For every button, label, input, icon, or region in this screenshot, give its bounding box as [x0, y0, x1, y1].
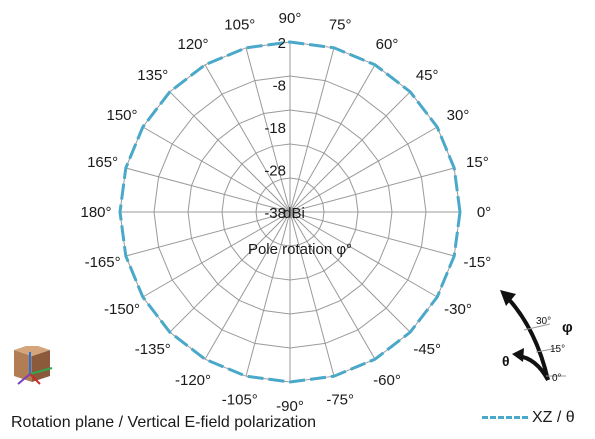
grid-spoke	[169, 91, 291, 213]
angle-tick-label: -30°	[444, 301, 472, 318]
chart-caption: Rotation plane / Vertical E-field polari…	[11, 414, 317, 431]
legend: XZ / θ	[482, 409, 575, 427]
angle-tick-label: 45°	[416, 67, 439, 84]
grid-spoke	[289, 211, 376, 360]
angle-tick-label: -105°	[222, 391, 258, 408]
rotation-angle-icon: φ θ 30° 15° 0°	[496, 288, 581, 393]
angle-tick-label: 120°	[177, 36, 208, 53]
angle-tick-label: -45°	[413, 341, 441, 358]
angle-tick-label: 60°	[376, 36, 399, 53]
angle-tick-label: 30°	[447, 107, 470, 124]
angle-tick-label: -60°	[373, 372, 401, 389]
legend-series-name: XZ / θ	[532, 409, 575, 426]
grid-spoke	[142, 126, 291, 213]
angle-tick-label: -15°	[464, 254, 492, 271]
axes-orientation-icon	[10, 344, 64, 393]
grid-spoke	[169, 211, 291, 333]
grid-spoke	[204, 211, 291, 360]
grid-spoke	[289, 126, 438, 213]
series-line	[118, 40, 462, 384]
angle-tick-label: 0°	[477, 204, 491, 221]
grid-spoke	[289, 211, 411, 333]
center-unit-label: dBi	[283, 205, 305, 222]
angle-tick-label: 180°	[80, 204, 111, 221]
angle-tick-label: 90°	[279, 10, 302, 27]
angle-tick-label: -120°	[175, 372, 211, 389]
angle-tick-label: 165°	[87, 154, 118, 171]
theta-symbol: θ	[502, 353, 510, 369]
radial-tick-label: -28	[264, 163, 286, 180]
rotation-15-label: 15°	[550, 344, 565, 355]
legend-swatch	[482, 416, 528, 420]
grid-spoke	[289, 91, 411, 213]
series-layer	[118, 40, 462, 384]
grid-spoke	[142, 211, 291, 298]
grid-spoke	[289, 211, 335, 377]
angle-tick-label: -135°	[135, 341, 171, 358]
angle-tick-label: -90°	[276, 398, 304, 415]
angle-tick-label: 105°	[224, 17, 255, 34]
angle-tick-label: -75°	[326, 391, 354, 408]
grid-spoke	[289, 211, 455, 257]
angle-tick-label: 75°	[329, 17, 352, 34]
angle-tick-label: 150°	[106, 107, 137, 124]
phi-symbol: φ	[562, 319, 573, 336]
angle-tick-label: -150°	[104, 301, 140, 318]
grid-spoke	[204, 64, 291, 213]
axis-label: Pole rotation φ°	[248, 241, 352, 258]
angle-tick-label: -165°	[85, 254, 121, 271]
rotation-30-label: 30°	[536, 316, 551, 327]
chart-labels: 90° 75° 60° 45° 30° 15° 0° -15° -30° -45° -60° -75°…	[80, 10, 491, 415]
grid-spoke	[289, 211, 438, 298]
angle-tick-label: 15°	[466, 154, 489, 171]
grid-spoke	[245, 211, 291, 377]
grid-spoke	[125, 211, 291, 257]
grid-spoke	[245, 47, 291, 213]
radial-tick-label: -38	[264, 205, 286, 222]
grid-spoke	[125, 167, 291, 213]
rotation-0-label: 0°	[552, 373, 562, 384]
radial-tick-label: 2	[278, 35, 286, 52]
radial-tick-label: -18	[264, 120, 286, 137]
angle-tick-label: 135°	[137, 67, 168, 84]
grid-spoke	[289, 167, 455, 213]
radial-tick-label: -8	[273, 78, 286, 95]
grid-spoke	[289, 64, 376, 213]
grid-spoke	[289, 47, 335, 213]
